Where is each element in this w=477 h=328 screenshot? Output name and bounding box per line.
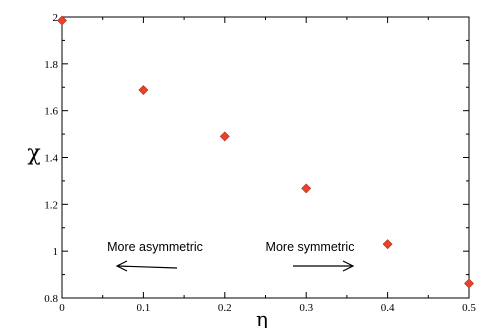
x-tick-label: 0.3 (299, 302, 313, 314)
data-point-diamond (464, 278, 474, 289)
data-point-diamond (301, 183, 312, 194)
axis-ticks (61, 16, 470, 299)
x-tick-label: 0 (59, 302, 65, 314)
arrow-right-icon (293, 260, 355, 272)
data-point-diamond (382, 239, 393, 250)
axis-tick-labels: 0 0.1 0.2 0.3 0.4 0.5 0.8 1 1.2 1.4 1.6 1.8 2 (44, 12, 476, 314)
y-tick-label: 1.4 (44, 153, 58, 165)
data-point-diamond (219, 131, 230, 142)
annotation-more-symmetric: More symmetric (266, 240, 355, 254)
x-axis-title: η (256, 307, 268, 328)
data-point-diamond (57, 15, 67, 26)
y-tick-label: 1.2 (44, 199, 58, 211)
y-tick-label: 1 (53, 246, 59, 258)
y-tick-label: 1.6 (44, 106, 58, 118)
x-tick-label: 0.4 (381, 302, 395, 314)
arrow-left-icon (115, 260, 178, 272)
data-point-diamond (138, 85, 149, 95)
x-tick-label: 0.5 (462, 302, 476, 314)
y-tick-label: 0.8 (44, 293, 58, 305)
y-tick-label: 2 (53, 12, 59, 24)
x-tick-label: 0.1 (137, 302, 151, 314)
y-axis-title: χ (27, 141, 40, 166)
annotation-more-asymmetric: More asymmetric (107, 240, 203, 254)
data-points (57, 15, 474, 289)
y-tick-label: 1.8 (44, 59, 58, 71)
x-tick-label: 0.2 (218, 302, 232, 314)
plot-frame (61, 16, 470, 299)
